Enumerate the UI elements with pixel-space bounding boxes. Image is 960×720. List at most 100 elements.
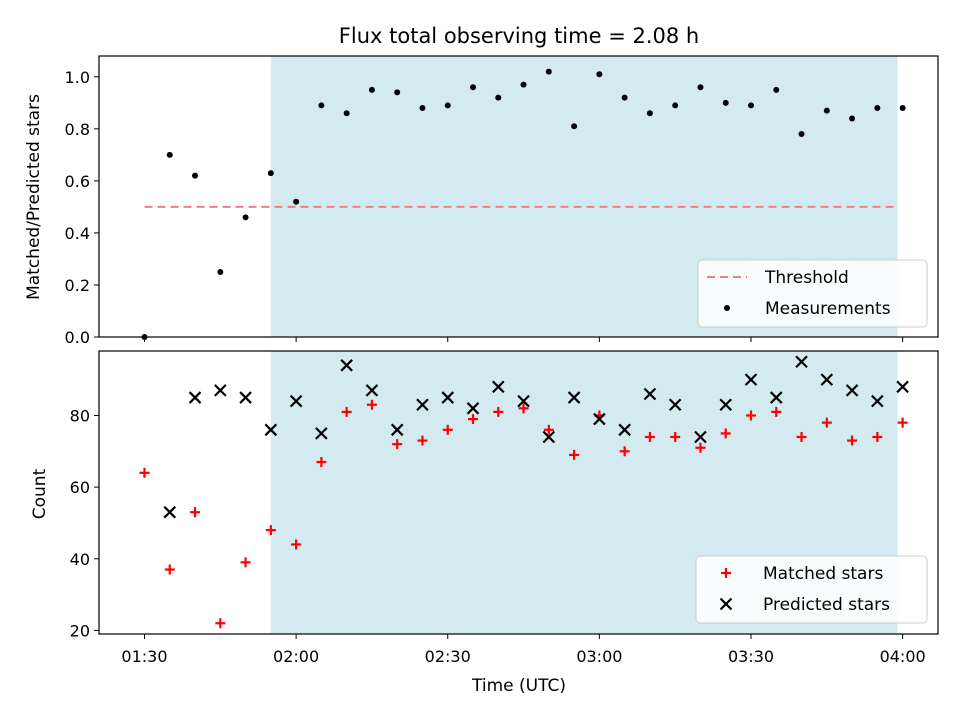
predicted-star-point <box>871 394 884 408</box>
measurement-point <box>874 105 881 112</box>
matched-star-point <box>468 414 479 425</box>
matched-star-point <box>847 435 858 446</box>
matched-star-point <box>897 417 908 428</box>
predicted-star-point-b <box>567 391 581 404</box>
predicted-star-point <box>668 398 682 412</box>
matched-star-point <box>417 435 428 446</box>
measurement-point <box>192 172 199 179</box>
measurement-point <box>470 84 477 91</box>
legend-threshold-label: Threshold <box>764 268 849 288</box>
measurement-point <box>368 86 375 93</box>
measurement-point <box>242 214 249 221</box>
measurement-point <box>394 89 401 96</box>
predicted-star-point <box>315 427 328 440</box>
matched-star-point <box>644 431 655 442</box>
matched-star-point <box>341 406 352 417</box>
measurement-point <box>646 110 653 117</box>
legend-box <box>697 259 928 328</box>
matched-star-point <box>720 428 731 439</box>
measurement-point <box>722 99 729 106</box>
predicted-star-point-b <box>466 402 480 415</box>
legend-measurements-swatch <box>724 305 730 311</box>
measurement-point <box>545 68 552 75</box>
predicted-star-point <box>845 384 859 397</box>
predicted-star-point-b <box>239 391 252 404</box>
matched-star-point <box>164 564 175 575</box>
legend-matched-swatch <box>721 568 731 578</box>
x-tick-label: 02:30 <box>425 647 471 666</box>
chart-title: Flux total observing time = 2.08 h <box>339 24 699 48</box>
predicted-star-point <box>390 423 404 437</box>
matched-star-point <box>745 410 756 421</box>
predicted-star-point <box>466 402 480 415</box>
predicted-star-point <box>239 391 252 404</box>
y-tick-label: 0.2 <box>65 276 90 295</box>
predicted-star-point-b <box>340 359 353 372</box>
predicted-star-point-b <box>896 380 909 394</box>
predicted-star-point-b <box>289 394 303 408</box>
matched-star-point <box>695 442 706 453</box>
measurement-point <box>596 71 603 78</box>
bottom-legend: Matched stars Predicted stars <box>695 555 928 624</box>
measurement-point <box>773 86 780 93</box>
y-tick-label: 80 <box>70 406 90 425</box>
predicted-star-point <box>340 359 353 372</box>
predicted-star-point-b <box>390 423 404 437</box>
predicted-star-point <box>567 391 581 404</box>
measurement-point <box>520 81 527 88</box>
measurement-point <box>621 94 628 101</box>
predicted-star-point-b <box>820 373 834 386</box>
x-tick-label: 03:00 <box>576 647 622 666</box>
predicted-star-point-b <box>492 380 505 394</box>
top-y-axis-label: Matched/Predicted stars <box>24 94 44 300</box>
matched-star-point <box>392 439 403 450</box>
measurement-point <box>571 123 578 130</box>
legend-matched-label: Matched stars <box>763 564 883 584</box>
matched-star-point <box>316 457 327 468</box>
legend-box <box>695 555 928 624</box>
matched-star-point <box>771 406 782 417</box>
predicted-star-point-b <box>795 355 808 369</box>
x-axis-label: Time (UTC) <box>471 676 566 696</box>
matched-star-point <box>291 539 302 550</box>
predicted-star-point-b <box>643 387 657 401</box>
x-tick-label: 01:30 <box>121 647 167 666</box>
predicted-star-point <box>618 423 631 437</box>
top-plot-frame <box>98 55 939 338</box>
predicted-star-point <box>896 380 909 394</box>
predicted-star-point <box>188 391 202 404</box>
matched-star-point <box>619 446 630 457</box>
predicted-star-point <box>289 394 303 408</box>
measurement-point <box>672 102 679 109</box>
measurement-point <box>849 115 856 122</box>
measurement-point <box>267 170 274 177</box>
matched-star-point <box>215 618 226 629</box>
predicted-star-point <box>694 430 707 444</box>
predicted-star-point-b <box>744 373 758 386</box>
bottom-plot-frame <box>98 350 939 635</box>
measurement-point <box>419 105 426 112</box>
matched-star-point <box>872 431 883 442</box>
measurement-point <box>217 268 224 275</box>
predicted-star-point-b <box>542 430 556 444</box>
predicted-star-point-b <box>441 391 455 404</box>
predicted-star-point <box>820 373 834 386</box>
predicted-star-point <box>441 391 455 404</box>
predicted-star-point-b <box>769 391 783 404</box>
predicted-star-point-b <box>315 427 328 440</box>
x-tick-label: 04:00 <box>880 647 926 666</box>
measurement-point <box>899 105 906 112</box>
y-tick-label: 0.8 <box>65 120 90 139</box>
predicted-star-point <box>492 380 505 394</box>
predicted-star-point <box>769 391 783 404</box>
matched-star-point <box>543 424 554 435</box>
measurement-point <box>798 131 805 138</box>
y-tick-label: 20 <box>70 621 90 640</box>
predicted-star-point <box>719 398 733 412</box>
legend-predicted-label: Predicted stars <box>763 595 890 615</box>
matched-star-point <box>569 449 580 460</box>
predicted-star-point-b <box>845 384 859 397</box>
ratio-panel: 0.0 0.2 0.4 0.6 0.8 1.0 Threshold Measurements <box>65 55 939 347</box>
measurement-point <box>747 102 754 109</box>
matched-star-point <box>821 417 832 428</box>
